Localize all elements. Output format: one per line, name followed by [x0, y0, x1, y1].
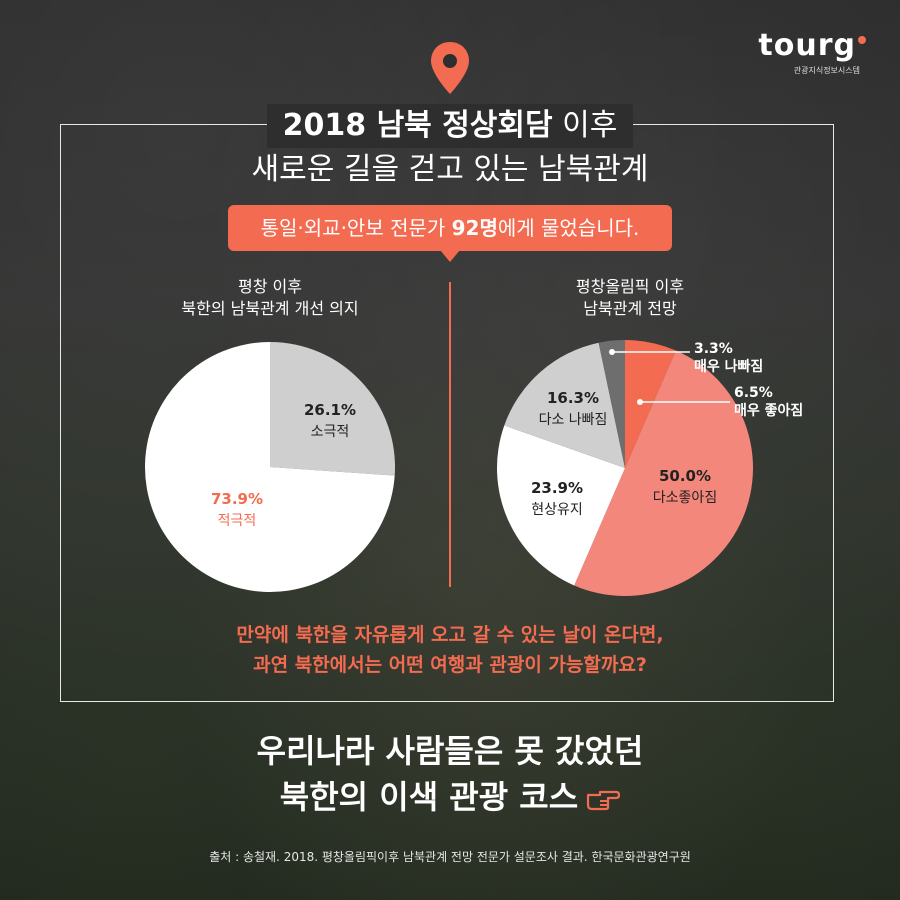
right-pie-slice-1-value: 50.0% — [659, 467, 711, 485]
left-pie-slice-1-value: 73.9% — [211, 490, 263, 508]
question-line-2: 과연 북한에서는 어떤 여행과 관광이 가능할까요? — [253, 654, 647, 676]
question-line-1: 만약에 북한을 자유롭게 오고 갈 수 있는 날이 온다면, — [236, 624, 664, 646]
title-line-1-light: 이후 — [552, 108, 618, 143]
title-line-1-bold: 2018 남북 정상회담 — [282, 108, 553, 143]
tourgo-logo[interactable]: tourg 관광지식정보시스템 — [758, 28, 866, 76]
logo-g-glyph: g — [833, 28, 856, 63]
left-pie-slice-0-label: 소극적 — [311, 424, 350, 440]
title-line-1: 2018 남북 정상회담 이후 — [266, 104, 634, 148]
callout-very-better-value: 6.5% — [734, 385, 773, 401]
right-pie-slice-2 — [497, 425, 625, 586]
banner-pre: 통일·외교·안보 전문가 — [260, 216, 452, 240]
headline-line-2-wrap: 북한의 이색 관광 코스 — [0, 774, 900, 820]
left-pie-slice-1 — [145, 342, 395, 592]
survey-banner: 통일·외교·안보 전문가 92명에게 물었습니다. — [228, 205, 672, 251]
headline: 우리나라 사람들은 못 갔었던 북한의 이색 관광 코스 — [0, 728, 900, 820]
right-chart-title: 평창올림픽 이후 남북관계 전망 — [510, 276, 750, 320]
right-pie-slice-3-label: 다소 나빠짐 — [539, 412, 608, 428]
leader-dot-very-worse — [609, 349, 615, 355]
question-text: 만약에 북한을 자유롭게 오고 갈 수 있는 날이 온다면, 과연 북한에서는 … — [0, 620, 900, 680]
banner-post: 에게 물었습니다. — [497, 216, 640, 240]
right-pie-slice-4 — [598, 340, 625, 468]
callout-very-worse-label: 매우 나빠짐 — [694, 359, 764, 375]
logo-text: tour — [758, 28, 834, 63]
left-pie-slice-1-label: 적극적 — [218, 513, 257, 529]
right-chart-title-line-1: 평창올림픽 이후 — [575, 277, 685, 296]
title-line-2: 새로운 길을 걷고 있는 남북관계 — [251, 152, 649, 187]
right-pie-slice-1 — [574, 350, 753, 596]
left-pie-slice-0 — [270, 342, 395, 476]
left-pie-slice-0-value: 26.1% — [304, 401, 356, 419]
leader-dot-very-better — [637, 399, 643, 405]
right-pie-chart: 50.0% 다소좋아짐 23.9% 현상유지 16.3% 다소 나빠짐 — [497, 340, 753, 596]
right-pie-slice-3-value: 16.3% — [547, 389, 599, 407]
callout-very-better: 6.5% 매우 좋아짐 — [734, 384, 803, 420]
left-chart-title: 평창 이후 북한의 남북관계 개선 의지 — [150, 276, 390, 320]
banner-count: 92명 — [451, 216, 498, 240]
callout-very-better-label: 매우 좋아짐 — [734, 403, 804, 419]
chart-divider — [449, 282, 451, 587]
right-pie-slice-3 — [504, 342, 625, 468]
callout-very-worse: 3.3% 매우 나빠짐 — [694, 340, 763, 376]
pointing-hand-icon — [587, 790, 621, 811]
left-chart-title-line-2: 북한의 남북관계 개선 의지 — [181, 299, 359, 318]
banner-tail — [440, 250, 460, 262]
right-pie-slice-0 — [625, 340, 676, 468]
callout-very-worse-value: 3.3% — [694, 341, 733, 357]
right-chart-title-line-2: 남북관계 전망 — [583, 299, 677, 318]
right-pie-slice-1-label: 다소좋아짐 — [653, 490, 717, 506]
right-pie-slice-2-value: 23.9% — [531, 479, 583, 497]
headline-line-2: 북한의 이색 관광 코스 — [279, 778, 579, 816]
left-chart-title-line-1: 평창 이후 — [238, 277, 302, 296]
page-title: 2018 남북 정상회담 이후 새로운 길을 걷고 있는 남북관계 — [0, 104, 900, 192]
location-pin-icon — [431, 42, 469, 94]
left-pie-chart: 26.1% 소극적 73.9% 적극적 — [145, 342, 395, 592]
source-citation: 출처 : 송철재. 2018. 평창올림픽이후 남북관계 전망 전문가 설문조사… — [209, 850, 691, 864]
logo-subtitle: 관광지식정보시스템 — [793, 66, 860, 75]
logo-pin-dot — [858, 36, 866, 44]
right-pie-slice-2-label: 현상유지 — [531, 502, 583, 518]
headline-line-1: 우리나라 사람들은 못 갔었던 — [256, 732, 644, 770]
